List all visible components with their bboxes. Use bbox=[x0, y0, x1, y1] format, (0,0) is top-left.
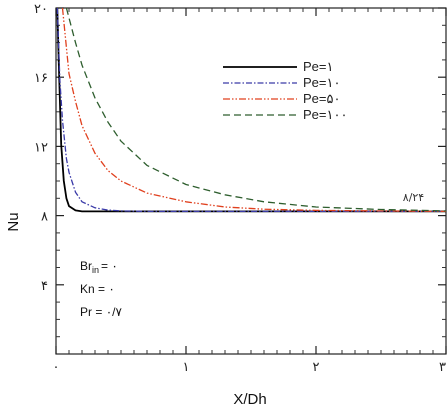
y-tick-label: ۸ bbox=[41, 210, 48, 225]
parameter-label-2: Kn = ۰ bbox=[80, 282, 115, 296]
legend-label-3: Pe=۵۰ bbox=[303, 91, 340, 106]
legend-label-2: Pe=۱۰ bbox=[303, 75, 340, 90]
y-axis-title: Nu bbox=[5, 212, 22, 231]
parameter-label-3: Pr = ۰/۷ bbox=[80, 305, 122, 319]
y-tick-label: ۱۲ bbox=[34, 140, 48, 155]
x-tick-label: ۲ bbox=[313, 360, 320, 375]
y-tick-label: ۴ bbox=[41, 279, 48, 294]
minor-ticks bbox=[56, 8, 446, 354]
major-ticks bbox=[55, 7, 447, 354]
x-tick-label: ۳ bbox=[439, 360, 446, 375]
y-tick-label: ۱۶ bbox=[34, 71, 48, 86]
series-line-3 bbox=[61, 8, 446, 213]
x-tick-label: ۰ bbox=[53, 360, 60, 375]
series-line-4 bbox=[65, 8, 446, 212]
plot-frame bbox=[55, 7, 447, 355]
legend-label-4: Pe=۱۰۰ bbox=[303, 107, 347, 122]
series-line-2 bbox=[56, 8, 446, 213]
annotation-label: ۸/۲۴ bbox=[403, 191, 425, 204]
parameter-label-1: Brin = ۰ bbox=[80, 259, 118, 275]
annotations: ۸/۲۴ bbox=[403, 191, 425, 204]
y-tick-label: ۲۰ bbox=[34, 2, 48, 17]
series-line-1 bbox=[56, 8, 446, 213]
x-axis-title: X/Dh bbox=[233, 391, 266, 408]
legend-label-1: Pe=۱ bbox=[303, 59, 333, 74]
x-tick-label: ۱ bbox=[183, 360, 190, 375]
series-group bbox=[56, 8, 446, 213]
parameters-box: Brin = ۰ Kn = ۰ Pr = ۰/۷ bbox=[80, 259, 122, 319]
